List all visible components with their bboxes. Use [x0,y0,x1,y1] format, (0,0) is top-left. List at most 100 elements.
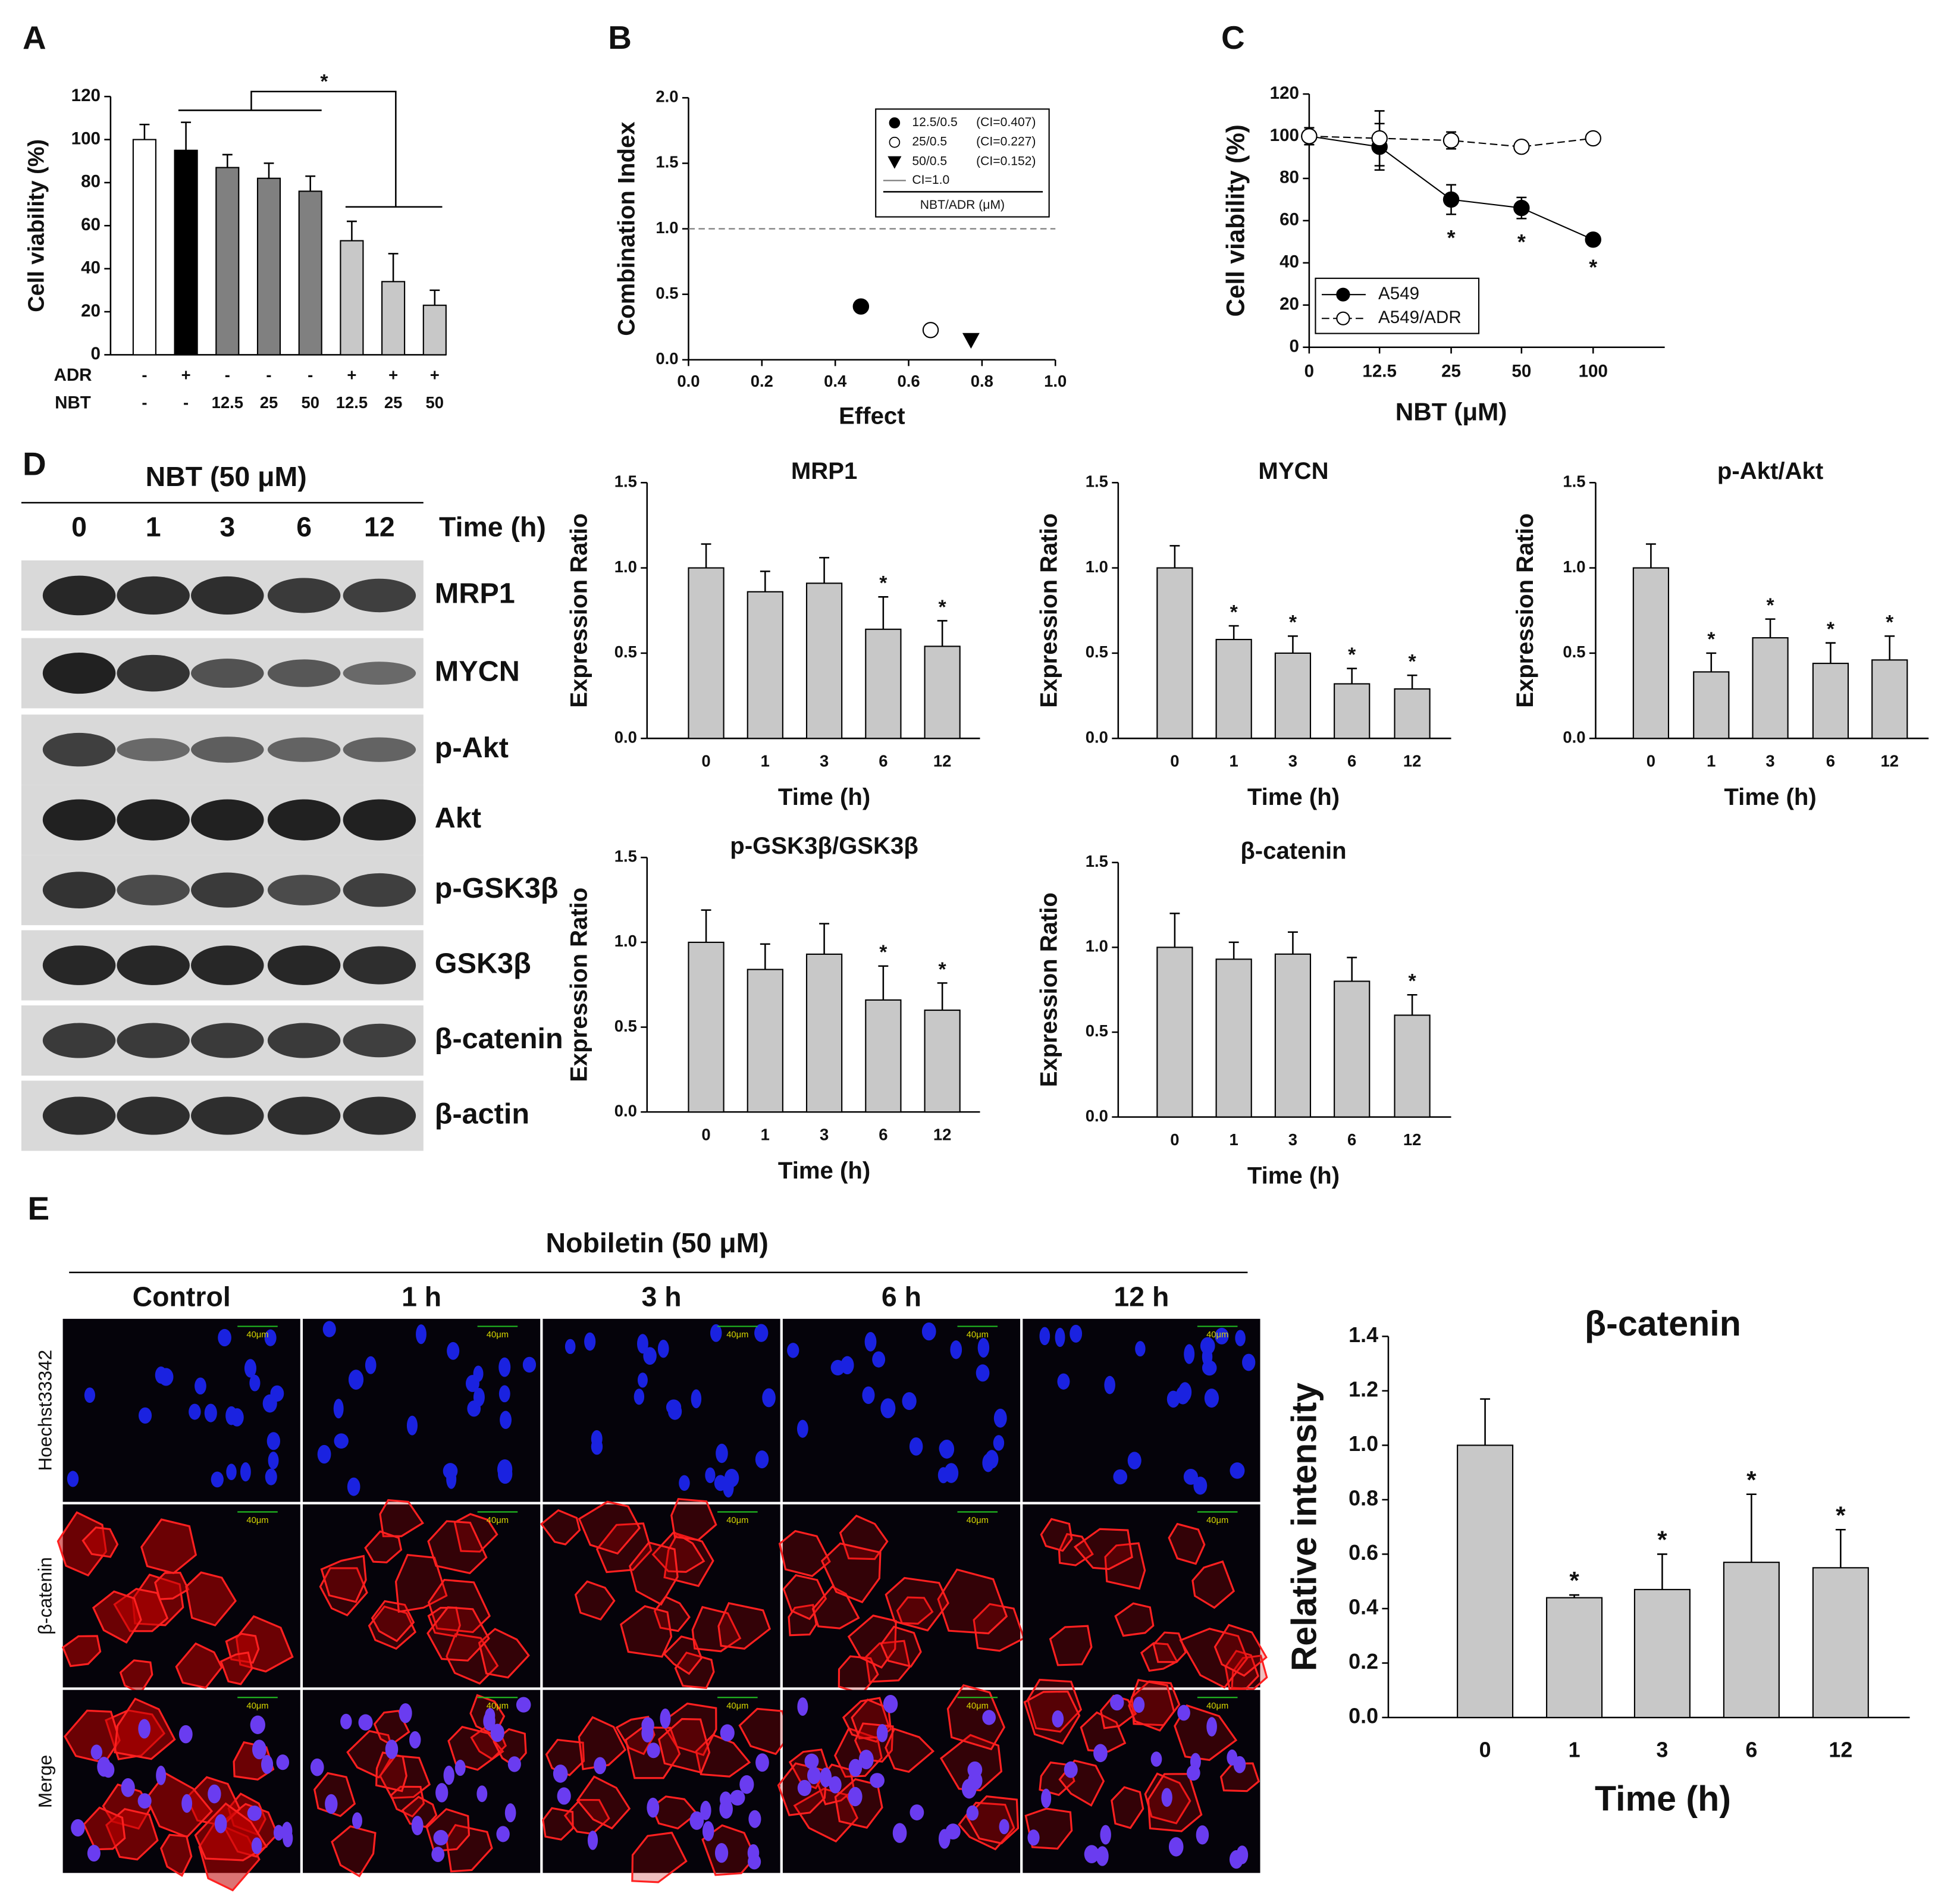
nucleus [365,1356,377,1374]
nucleus [565,1339,576,1355]
cell [185,1571,237,1626]
imaging-row: Hoechst33342 [34,1350,55,1471]
nucleus [710,1324,722,1342]
nucleus [797,1697,808,1716]
nucleus [937,1467,949,1484]
nucleus [716,1443,728,1463]
cell [839,1515,889,1560]
y-tick-label: 0.0 [1086,1107,1108,1125]
nucleus [137,1793,152,1809]
y-tick-label: 0.0 [614,728,637,746]
nucleus [399,1703,412,1723]
y-tick-label: 1.5 [1563,472,1585,491]
nucleus [431,1847,445,1862]
x-axis-label: NBT (μM) [1395,398,1507,426]
nucleus [504,1803,516,1823]
x-tick-label: + [388,365,398,384]
y-tick-label: 1.5 [1086,852,1108,870]
x-tick-label: 0 [1647,751,1655,770]
cell [1128,1679,1175,1732]
blot-band [42,799,116,841]
blot-band [117,875,190,905]
cell [631,1831,688,1883]
y-tick-label: 40 [81,258,101,277]
significance: * [939,958,947,980]
nucleus [310,1758,324,1776]
nucleus [516,1697,531,1713]
chart-title: MYCN [1258,458,1328,484]
bar [805,582,843,739]
bar [215,167,240,356]
blot-band [191,576,264,615]
bar [1215,638,1252,739]
blot-band-label: GSK3β [435,947,531,979]
x-axis-label: Time (h) [1247,1162,1340,1189]
x-row-name: ADR [54,365,92,385]
blot-time: 1 [146,512,161,543]
x-axis-label: Time (h) [778,1158,870,1184]
x-tick-label: 1 [761,1125,770,1143]
nucleus [281,1822,293,1840]
nucleus [848,1759,863,1777]
nucleus [1229,1850,1243,1869]
y-tick-label: 1.0 [1086,557,1108,576]
nucleus [249,1374,261,1391]
y-tick-label: 0.8 [1349,1486,1378,1510]
x-tick-label: 1 [761,751,770,770]
nucleus [266,1432,281,1450]
panel-label: E [27,1190,49,1227]
blot-time: 12 [364,512,395,543]
y-tick-label: 0.6 [1349,1541,1378,1565]
nucleus [240,1462,251,1482]
nucleus [273,1825,284,1841]
y-tick-label: 0.5 [656,284,678,302]
y-tick-label: 1.5 [656,153,678,171]
nucleus [1057,1373,1070,1390]
nucleus [416,1324,427,1344]
y-tick-label: 0.0 [656,349,678,368]
nucleus [1166,1390,1180,1408]
legend-marker [1336,287,1350,302]
nucleus [1235,1330,1246,1346]
x-tick-label: 1 [1230,1130,1238,1149]
error-bar [1657,1553,1667,1590]
nucleus [385,1740,399,1759]
nucleus [1052,1710,1064,1728]
blot-band-label: MYCN [435,655,520,687]
significance: * [1289,611,1297,634]
x-tick-label: 6 [1347,751,1356,770]
error-bar [1169,545,1180,568]
micrograph [62,1318,300,1502]
nucleus [71,1819,85,1836]
nucleus [507,1756,521,1772]
cell [545,1738,585,1776]
nucleus [557,1787,571,1805]
marker [1585,130,1601,147]
y-tick-label: 0 [1290,337,1299,356]
cell [194,1802,268,1861]
legend-value: (CI=0.407) [976,115,1036,129]
micrograph [303,1504,541,1688]
cell [319,1567,368,1616]
nucleus [226,1463,237,1481]
nucleus [730,1789,745,1806]
error-bar [305,175,316,192]
nucleus [754,1324,769,1342]
nucleus [211,1471,224,1488]
marker [1513,199,1530,217]
cell [478,1628,530,1679]
nucleus [1186,1764,1200,1781]
error-bar [1347,667,1357,684]
nucleus [490,1723,504,1742]
nucleus [700,1801,711,1820]
error-bar [819,557,830,584]
x-axis-label: Time (h) [1247,784,1340,810]
nucleus [1233,1756,1246,1773]
y-tick-label: 0.5 [1563,643,1585,661]
cell [1111,1786,1144,1829]
cell [81,1526,119,1558]
nucleus [138,1407,152,1424]
x-tick-label: 1 [1230,751,1238,770]
nucleus [358,1714,373,1731]
blot-band-label: Akt [435,802,481,834]
